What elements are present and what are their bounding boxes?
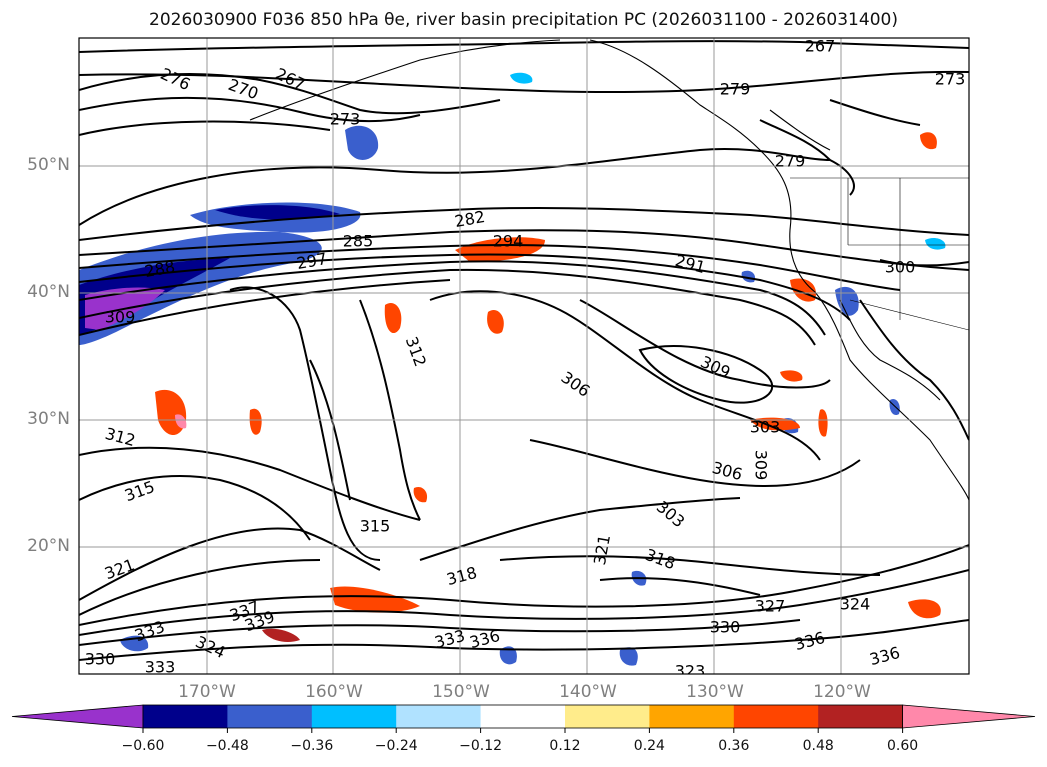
colorbar-tick-label: 0.48	[802, 738, 834, 754]
map-title: 2026030900 F036 850 hPa θe, river basin …	[149, 10, 898, 30]
contour-label: 279	[775, 152, 806, 171]
contour-label: 312	[402, 334, 430, 369]
contour-label: 291	[673, 251, 707, 277]
map-frame	[78, 37, 970, 675]
colorbar-extend-high	[902, 704, 1036, 729]
contour-label: 333	[132, 617, 167, 645]
colorbar-tick-label: −0.36	[290, 738, 334, 754]
contour-label: 323	[675, 662, 706, 681]
contour-label: 309	[105, 308, 136, 327]
contour-label: 324	[193, 632, 229, 662]
colorbar-segment	[818, 705, 904, 728]
colorbar	[11, 704, 1036, 733]
colorbar-tick-label: −0.12	[459, 738, 503, 754]
contour-label: 306	[558, 368, 594, 401]
colorbar-segment	[227, 705, 313, 728]
contour-label: 315	[360, 517, 391, 536]
contour-label: 282	[453, 207, 486, 231]
contour-label: 327	[755, 597, 786, 616]
lon-label: 150°W	[432, 682, 490, 702]
colorbar-tick-label: −0.48	[205, 738, 249, 754]
contour-label: 330	[85, 650, 116, 669]
lon-label: 140°W	[559, 682, 617, 702]
colorbar-tick-label: −0.60	[121, 738, 165, 754]
contour-label: 333	[145, 658, 176, 677]
contour-label: 303	[750, 418, 781, 437]
colorbar-tick-label: 0.12	[549, 738, 581, 754]
lat-label: 40°N	[27, 282, 70, 302]
gridlines	[79, 38, 969, 674]
colorbar-tick-label: 0.24	[633, 738, 665, 754]
colorbar-segment	[733, 705, 819, 728]
colorbar-segment	[649, 705, 735, 728]
contour-label: 276	[158, 64, 194, 94]
contour-label: 315	[122, 477, 157, 505]
colorbar-frame	[142, 704, 903, 729]
precip-shading	[79, 72, 946, 666]
contour-label: 312	[103, 424, 137, 450]
contour-label: 336	[868, 643, 902, 669]
colorbar-segment	[396, 705, 482, 728]
lat-label: 30°N	[27, 409, 70, 429]
lat-label: 20°N	[27, 536, 70, 556]
lon-label: 170°W	[178, 682, 236, 702]
contour-label: 330	[710, 618, 741, 637]
colorbar-segment	[143, 705, 228, 728]
colorbar-segment	[311, 705, 397, 728]
contour-label: 324	[840, 595, 871, 614]
theta-e-contours	[79, 40, 969, 661]
contour-label: 336	[793, 628, 827, 654]
contour-label: 267	[273, 64, 309, 94]
colorbar-extend-low	[11, 704, 144, 729]
contour-label: 285	[343, 232, 374, 251]
lon-label: 130°W	[686, 682, 744, 702]
contour-label: 294	[493, 232, 524, 251]
colorbar-tick-label: −0.24	[374, 738, 418, 754]
contour-label: 309	[752, 450, 771, 481]
colorbar-tick-label: 0.36	[718, 738, 750, 754]
borders	[790, 177, 969, 331]
contour-label: 321	[102, 555, 137, 583]
contour-label: 318	[445, 563, 479, 589]
colorbar-tick-label: 0.60	[887, 738, 919, 754]
lon-label: 120°W	[813, 682, 871, 702]
contour-label: 321	[590, 533, 614, 566]
contour-label: 306	[710, 458, 744, 484]
contour-label: 300	[885, 258, 916, 277]
contour-label: 318	[643, 545, 678, 573]
lon-label: 160°W	[305, 682, 363, 702]
lat-label: 50°N	[27, 155, 70, 175]
colorbar-segment	[480, 705, 566, 728]
contour-label: 273	[330, 110, 361, 129]
contour-label: 279	[720, 80, 751, 99]
colorbar-segment	[565, 705, 650, 728]
contour-label: 267	[805, 37, 836, 56]
contour-label: 273	[935, 70, 966, 89]
